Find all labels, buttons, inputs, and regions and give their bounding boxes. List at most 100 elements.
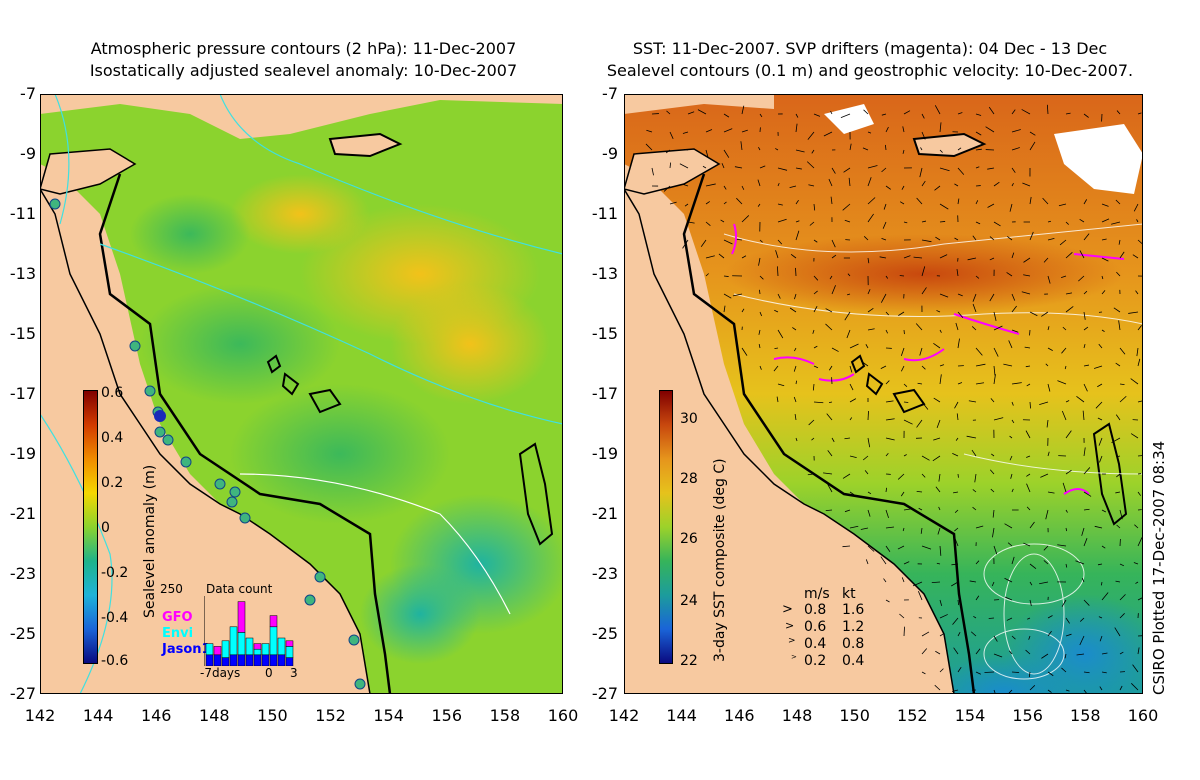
lat-tick-left-3: -13	[9, 264, 36, 283]
count-bar-7-jason	[261, 654, 270, 666]
lon-tick-left-3: 148	[199, 706, 230, 725]
sl-cb-tick-2: 0.2	[101, 475, 124, 491]
lon-tick-left-9: 160	[547, 706, 579, 725]
lon-tick-right-5: 152	[897, 706, 928, 725]
sealevel-anomaly-map	[40, 94, 563, 694]
lat-tick-left-6: -19	[9, 444, 36, 463]
lon-tick-left-8: 158	[489, 706, 521, 725]
lat-tick-left-7: -21	[9, 504, 36, 523]
count-bar-1-jason	[213, 654, 222, 666]
sst-colorbar-label: 3-day SST composite (deg C)	[712, 458, 728, 662]
arrow-glyph-1: >	[785, 619, 795, 632]
lon-tick-left-7: 156	[431, 706, 463, 725]
count-bar-2-envi	[221, 640, 230, 658]
plot-credit: CSIRO Plotted 17-Dec-2007 08:34	[1150, 440, 1168, 695]
lat-tick-left-8: -23	[9, 564, 36, 583]
lon-tick-left-5: 152	[315, 706, 346, 725]
count-bar-7-envi	[261, 643, 270, 656]
data-count-x2: 3	[290, 666, 298, 680]
count-bar-9-envi	[277, 637, 286, 656]
count-bar-8-gfo	[269, 615, 278, 628]
sl-cb-tick-6: -0.6	[101, 653, 129, 669]
lon-tick-right-4: 150	[839, 706, 870, 725]
sl-cb-tick-5: -0.4	[101, 610, 129, 626]
arrow-glyph-2: >	[788, 636, 796, 646]
count-bar-1-gfo	[213, 646, 222, 656]
lat-tick-right-10: -27	[591, 684, 618, 703]
sealevel-colorbar-label: Sealevel anomaly (m)	[142, 464, 158, 618]
sst-cb-tick-0: 30	[680, 411, 698, 427]
velocity-kt-3: 0.4	[842, 653, 865, 669]
sst-field	[624, 94, 1143, 694]
count-bar-10-envi	[285, 646, 294, 658]
right-title-line1: SST: 11-Dec-2007. SVP drifters (magenta)…	[632, 39, 1108, 58]
sealevel-anomaly-field	[40, 94, 563, 694]
velocity-ms-2: 0.4	[804, 636, 827, 652]
lat-tick-right-1: -9	[602, 144, 618, 163]
count-bar-5-jason	[245, 654, 254, 666]
legend-jason1: Jason1	[162, 642, 211, 657]
data-count-x1: 0	[265, 666, 273, 680]
lat-tick-left-0: -7	[20, 84, 36, 103]
count-bar-0-envi	[205, 643, 214, 656]
lon-tick-left-2: 146	[140, 706, 172, 725]
count-bar-4-gfo	[237, 601, 246, 633]
count-bar-6-gfo	[253, 643, 262, 650]
data-count-title: Data count	[206, 582, 273, 596]
right-title-line2: Sealevel contours (0.1 m) and geostrophi…	[606, 61, 1134, 80]
lat-tick-left-9: -25	[9, 624, 36, 643]
count-bar-4-envi	[237, 632, 246, 656]
count-bar-4-jason	[237, 654, 246, 666]
sst-cb-tick-4: 22	[680, 653, 698, 669]
count-bar-2-jason	[221, 657, 230, 666]
lat-tick-left-2: -11	[9, 204, 36, 223]
lat-tick-left-5: -17	[9, 384, 36, 403]
velocity-ms-0: 0.8	[804, 602, 827, 618]
velocity-header-ms: m/s	[804, 586, 830, 602]
count-bar-10-jason	[285, 657, 294, 666]
lat-tick-left-4: -15	[9, 324, 36, 343]
lat-tick-left-10: -27	[9, 684, 36, 703]
velocity-kt-2: 0.8	[842, 636, 865, 652]
sst-colorbar	[659, 390, 673, 664]
count-bar-6-envi	[253, 648, 262, 656]
velocity-legend: m/s kt > 0.8 1.6 > 0.6 1.2 > 0.4 0.8 > 0…	[782, 586, 872, 670]
velocity-kt-1: 1.2	[842, 619, 865, 635]
arrow-glyph-3: >	[791, 653, 797, 661]
lat-tick-right-9: -25	[591, 624, 618, 643]
lat-tick-right-6: -19	[591, 444, 618, 463]
legend-gfo: GFO	[162, 610, 193, 625]
sst-cb-tick-3: 24	[680, 593, 698, 609]
lon-tick-right-2: 146	[724, 706, 755, 725]
lat-tick-right-7: -21	[591, 504, 618, 523]
data-count-x0: -7days	[200, 666, 241, 680]
lon-tick-right-1: 144	[666, 706, 697, 725]
legend-envi: Envi	[162, 626, 194, 641]
right-map-title: SST: 11-Dec-2007. SVP drifters (magenta)…	[590, 38, 1150, 82]
count-bar-8-envi	[269, 626, 278, 656]
arrow-glyph-0: >	[782, 602, 793, 617]
lon-tick-right-0: 142	[608, 706, 640, 725]
sl-cb-tick-0: 0.6	[101, 385, 124, 401]
lon-tick-right-7: 156	[1012, 706, 1043, 725]
sl-cb-tick-4: -0.2	[101, 565, 129, 581]
count-bar-8-jason	[269, 654, 278, 666]
lon-tick-right-3: 148	[781, 706, 813, 725]
lat-tick-right-0: -7	[602, 84, 618, 103]
sl-cb-tick-3: 0	[101, 520, 110, 536]
data-count-max: 250	[160, 582, 183, 596]
lon-tick-left-0: 142	[24, 706, 56, 725]
count-bar-9-jason	[277, 654, 286, 666]
data-count-bars	[204, 596, 294, 666]
sealevel-colorbar	[83, 390, 98, 664]
sst-cb-tick-1: 28	[680, 471, 698, 487]
lat-tick-right-3: -13	[591, 264, 618, 283]
count-bar-3-jason	[229, 654, 238, 666]
lat-tick-right-8: -23	[591, 564, 618, 583]
count-bar-10-gfo	[285, 640, 294, 647]
lon-tick-right-6: 154	[954, 706, 986, 725]
lon-tick-left-6: 154	[373, 706, 404, 725]
left-title-line2: Isostatically adjusted sealevel anomaly:…	[89, 61, 518, 80]
count-bar-3-envi	[229, 626, 238, 656]
lon-tick-right-8: 158	[1070, 706, 1101, 725]
